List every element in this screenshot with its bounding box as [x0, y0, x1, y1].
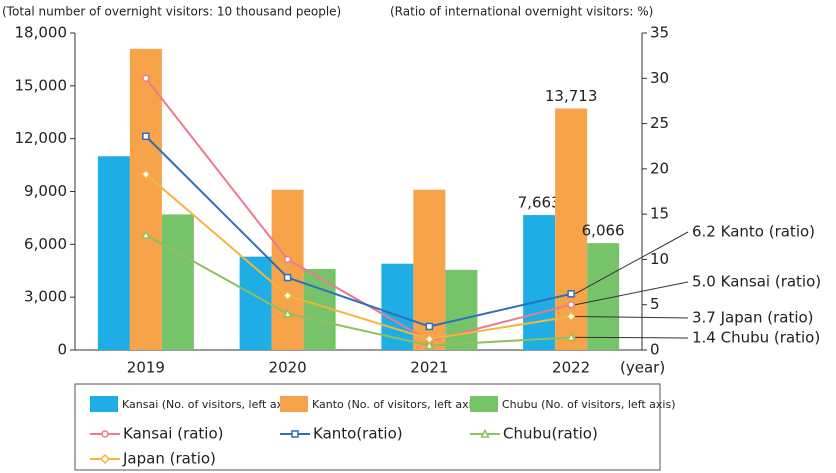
- legend-label: Kanto(ratio): [313, 425, 403, 443]
- x-axis-label: (year): [620, 359, 665, 377]
- line-marker: [291, 430, 299, 438]
- line-marker: [567, 300, 575, 309]
- legend-swatch: [280, 396, 308, 412]
- bar: [97, 156, 130, 350]
- x-tick-label: 2022: [552, 359, 590, 377]
- y-tick-label: 0: [57, 341, 67, 359]
- line-marker: [425, 322, 434, 331]
- y-tick-label: 6,000: [24, 235, 67, 253]
- x-tick-label: 2020: [269, 359, 307, 377]
- line: [145, 77, 572, 343]
- line-value-label: 5.0 Kansai (ratio): [692, 273, 821, 291]
- legend-swatch: [470, 396, 498, 412]
- line-marker: [480, 428, 490, 438]
- bar-value-label: 13,713: [545, 87, 598, 105]
- y-tick-label: 9,000: [24, 182, 67, 200]
- line-marker: [567, 290, 575, 298]
- legend-label: Kansai (ratio): [123, 425, 224, 443]
- line-marker: [142, 132, 150, 141]
- y2-axis-label: (Ratio of international overnight visito…: [390, 5, 653, 19]
- line-marker: [141, 229, 151, 239]
- y-tick-label: 15,000: [15, 76, 68, 94]
- bar-value-label: 7,663: [518, 194, 561, 212]
- line-value-label: 1.4 Chubu (ratio): [692, 329, 820, 347]
- annotation-leader: [575, 336, 689, 339]
- y2-tick-label: 0: [650, 341, 660, 359]
- y2-tick-label: 20: [650, 159, 669, 177]
- legend-label: Kansai (No. of visitors, left axis): [122, 398, 296, 411]
- y2-tick-label: 25: [650, 114, 669, 132]
- annotation-leader: [575, 315, 689, 319]
- line-marker: [140, 169, 151, 180]
- y2-tick-label: 15: [650, 205, 669, 223]
- line: [145, 135, 572, 328]
- y-tick-label: 12,000: [15, 129, 68, 147]
- legend-swatch: [90, 396, 118, 412]
- line-marker: [282, 308, 293, 318]
- annotation-leader: [575, 281, 689, 306]
- line-marker: [283, 273, 292, 282]
- bar: [381, 263, 414, 350]
- bar: [523, 215, 556, 350]
- y-tick-label: 18,000: [15, 24, 68, 42]
- y2-tick-label: 30: [650, 69, 669, 87]
- legend-label: Japan (ratio): [122, 450, 216, 468]
- line-marker: [424, 334, 435, 345]
- bar: [445, 269, 478, 350]
- bar: [271, 189, 304, 350]
- line-marker: [424, 340, 435, 350]
- bar: [129, 48, 162, 350]
- y2-tick-label: 5: [650, 295, 660, 313]
- line-marker: [101, 430, 109, 438]
- line-marker: [142, 74, 150, 83]
- x-tick-label: 2021: [410, 359, 448, 377]
- legend-label: Kanto (No. of visitors, left axis): [312, 398, 482, 411]
- bar: [239, 256, 272, 350]
- line-marker: [566, 332, 576, 342]
- line: [145, 234, 572, 347]
- legend-label: Chubu(ratio): [503, 425, 598, 443]
- y-tick-label: 3,000: [24, 288, 67, 306]
- line-marker: [566, 311, 577, 322]
- line: [145, 173, 572, 341]
- line-marker: [283, 255, 292, 264]
- line-marker: [99, 453, 111, 465]
- line-marker: [282, 290, 293, 301]
- y-axis-label: (Total number of overnight visitors: 10 …: [2, 5, 341, 19]
- line-value-label: 6.2 Kanto (ratio): [692, 223, 815, 241]
- line-value-label: 3.7 Japan (ratio): [692, 309, 814, 327]
- bar: [555, 108, 588, 350]
- y2-tick-label: 10: [650, 250, 669, 268]
- annotation-leader: [574, 231, 689, 295]
- bar-value-label: 6,066: [582, 222, 625, 240]
- bar: [161, 214, 194, 350]
- x-tick-label: 2019: [127, 359, 165, 377]
- legend-label: Chubu (No. of visitors, left axis): [502, 398, 676, 411]
- y2-tick-label: 35: [650, 24, 669, 42]
- legend-box: [74, 383, 661, 471]
